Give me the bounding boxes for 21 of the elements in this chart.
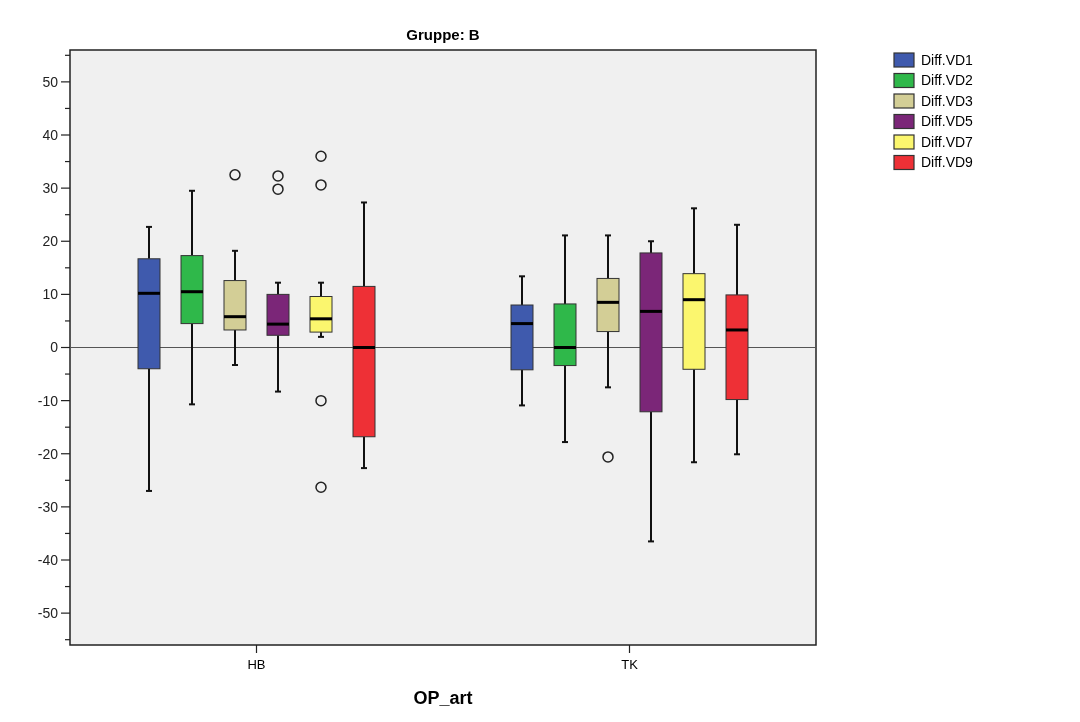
x-tick-label: HB xyxy=(247,657,266,672)
y-tick-label: -40 xyxy=(37,551,59,568)
legend-label: Diff.VD2 xyxy=(921,72,974,89)
y-tick-label: 30 xyxy=(42,180,59,197)
y-tick-label: 40 xyxy=(42,126,59,143)
y-tick-label: -30 xyxy=(37,498,59,515)
y-tick-label: 50 xyxy=(42,73,59,90)
legend-label: Diff.VD5 xyxy=(921,113,974,130)
y-tick-label: 20 xyxy=(42,233,59,250)
legend-label: Diff.VD3 xyxy=(921,92,974,109)
y-tick-label: -20 xyxy=(37,445,59,462)
legend-label: Diff.VD7 xyxy=(921,133,974,150)
chart-title: Gruppe: B xyxy=(406,26,480,43)
y-tick-label: 0 xyxy=(50,339,59,356)
y-tick-label: -50 xyxy=(37,605,59,622)
legend-label: Diff.VD1 xyxy=(921,51,974,68)
x-axis-title: OP_art xyxy=(413,688,473,708)
y-tick-label: -10 xyxy=(37,392,59,409)
y-tick-label: 10 xyxy=(42,286,59,303)
legend-label: Diff.VD9 xyxy=(921,154,974,171)
x-tick-label: TK xyxy=(621,657,639,672)
